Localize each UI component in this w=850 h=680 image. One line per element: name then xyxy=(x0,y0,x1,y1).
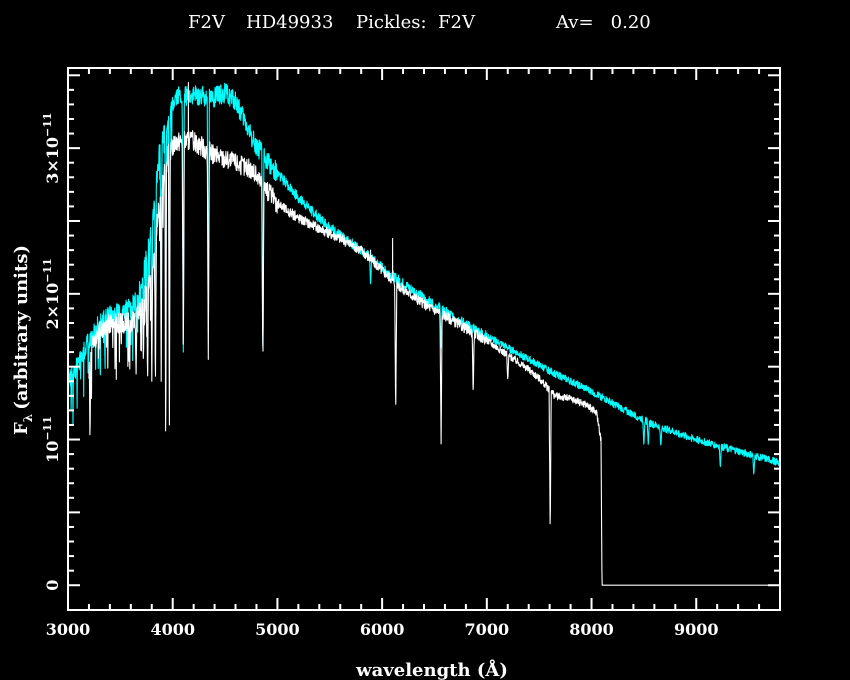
svg-text:Fλ(arbitrary units): Fλ (arbitrary units) xyxy=(11,245,35,435)
x-tick-label: 6000 xyxy=(360,620,405,639)
x-tick-label: 9000 xyxy=(674,620,719,639)
y-tick-label: 10−11 xyxy=(41,416,62,463)
svg-text:3×10−11: 3×10−11 xyxy=(41,112,62,183)
y-tick-labels: 0 10−11 2×10−11 3×10−11 xyxy=(41,112,62,590)
x-tick-label: 4000 xyxy=(150,620,195,639)
chart-title: F2V HD49933 Pickles: F2V Av= 0.20 xyxy=(188,12,651,33)
svg-text:2×10−11: 2×10−11 xyxy=(41,258,62,329)
y-axis-label-symbol: F xyxy=(11,422,32,435)
title-spectral-type: F2V xyxy=(188,12,226,33)
x-tick-label: 5000 xyxy=(255,620,300,639)
x-tick-label: 3000 xyxy=(46,620,91,639)
y-tick-label: 2×10−11 xyxy=(41,258,62,329)
x-axis-label: wavelength (Å) xyxy=(355,658,508,680)
title-star-name: HD49933 xyxy=(246,12,333,33)
x-tick-label: 7000 xyxy=(465,620,510,639)
y-tick-label: 0 xyxy=(43,580,62,591)
y-axis-label: Fλ (arbitrary units) xyxy=(11,245,35,435)
y-axis-label-subscript: λ xyxy=(21,414,35,422)
series-line-template xyxy=(67,82,781,475)
title-template: Pickles: F2V xyxy=(356,12,476,33)
x-tick-label: 8000 xyxy=(569,620,614,639)
x-tick-labels: 3000 4000 5000 6000 7000 8000 9000 xyxy=(46,620,719,639)
svg-text:10−11: 10−11 xyxy=(41,416,62,463)
svg-text:0: 0 xyxy=(43,580,62,591)
y-axis-label-units: (arbitrary units) xyxy=(11,245,32,410)
series-line-observed xyxy=(88,82,781,586)
series-layer xyxy=(67,82,781,586)
title-extinction: Av= 0.20 xyxy=(555,12,651,33)
y-tick-label: 3×10−11 xyxy=(41,112,62,183)
tick-layer xyxy=(67,68,781,610)
